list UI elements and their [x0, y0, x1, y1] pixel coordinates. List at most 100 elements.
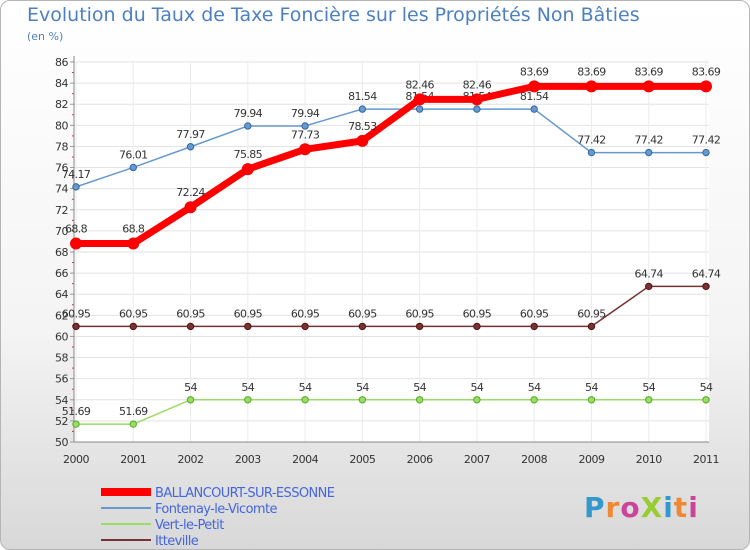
data-point	[72, 420, 80, 428]
y-tick-label: 76	[55, 162, 68, 175]
data-point	[129, 420, 137, 428]
data-label: 60.95	[291, 307, 320, 320]
data-label: 64.74	[692, 267, 721, 280]
data-point	[299, 143, 312, 156]
data-point	[301, 396, 309, 404]
y-tick-label: 82	[55, 98, 68, 111]
series-line	[76, 399, 706, 425]
data-label: 51.69	[62, 405, 91, 418]
data-point	[356, 134, 369, 147]
data-point	[301, 122, 309, 130]
data-point	[72, 322, 80, 331]
data-point	[415, 105, 424, 113]
data-point	[184, 201, 197, 214]
data-label: 77.42	[634, 134, 663, 147]
data-point	[244, 322, 252, 331]
data-label: 78.53	[348, 120, 377, 133]
data-point	[241, 163, 254, 176]
data-label: 77.73	[291, 128, 320, 141]
data-label: 82.46	[463, 78, 492, 91]
data-point	[702, 396, 710, 404]
data-label: 54	[413, 381, 426, 394]
data-label: 60.95	[119, 307, 148, 320]
data-point	[645, 148, 653, 157]
data-point	[645, 396, 653, 404]
y-tick-label: 60	[55, 330, 68, 343]
data-label: 54	[700, 381, 713, 394]
series-line	[76, 285, 706, 328]
data-point	[186, 322, 195, 331]
data-label: 68.8	[65, 223, 88, 236]
data-label: 54	[471, 381, 484, 394]
legend-label: Fontenay-le-Vicomte	[155, 502, 277, 517]
data-point	[127, 237, 140, 250]
data-label: 81.54	[348, 90, 377, 103]
x-tick-label: 2001	[120, 453, 146, 466]
y-tick-label: 70	[55, 225, 68, 238]
data-point	[530, 396, 538, 404]
data-point	[473, 105, 481, 113]
series-line	[75, 108, 706, 188]
x-tick-label: 2005	[349, 453, 375, 466]
data-point	[702, 148, 710, 157]
y-tick-label: 62	[55, 309, 68, 322]
data-label: 54	[184, 381, 197, 394]
data-label: 60.95	[176, 307, 205, 320]
data-point	[587, 396, 596, 404]
x-tick-label: 2004	[292, 453, 318, 466]
data-point	[244, 396, 252, 404]
data-label: 54	[356, 381, 369, 394]
data-point	[585, 80, 598, 93]
data-point	[587, 148, 596, 157]
x-tick-label: 2003	[235, 453, 261, 466]
data-label: 76.01	[119, 148, 148, 161]
data-point	[70, 237, 82, 250]
data-label: 83.69	[692, 65, 721, 78]
y-tick-label: 58	[55, 352, 68, 365]
legend-label: Itteville	[155, 534, 199, 549]
data-point	[702, 282, 710, 291]
data-point	[358, 396, 367, 404]
y-tick-label: 86	[55, 56, 68, 69]
y-tick-label: 56	[55, 373, 68, 386]
data-label: 54	[528, 381, 541, 394]
data-point	[186, 143, 195, 151]
data-point	[129, 163, 137, 172]
data-label: 54	[241, 381, 254, 394]
data-label: 79.94	[234, 107, 263, 120]
x-tick-label: 2011	[693, 453, 719, 466]
chart-title: Evolution du Taux de Taxe Foncière sur l…	[27, 4, 640, 26]
data-label: 60.95	[463, 307, 492, 320]
data-point	[301, 322, 309, 331]
x-tick-label: 2002	[178, 453, 204, 466]
data-label: 74.17	[62, 168, 91, 181]
data-point	[415, 322, 424, 331]
data-label: 60.95	[577, 307, 606, 320]
y-tick-label: 54	[55, 394, 68, 407]
x-tick-label: 2010	[636, 453, 662, 466]
y-tick-label: 84	[55, 77, 68, 90]
y-tick-label: 66	[55, 267, 68, 280]
data-label: 60.95	[405, 307, 434, 320]
data-point	[72, 183, 80, 191]
data-label: 68.8	[122, 223, 145, 236]
data-label: 79.94	[291, 107, 320, 120]
data-point	[530, 322, 538, 331]
data-label: 83.69	[520, 65, 549, 78]
data-label: 83.69	[634, 65, 663, 78]
data-point	[358, 105, 367, 113]
data-point	[530, 105, 538, 113]
data-label: 54	[642, 381, 655, 394]
data-point	[473, 322, 481, 331]
y-tick-label: 72	[55, 204, 68, 217]
data-label: 54	[585, 381, 598, 394]
y-tick-label: 74	[55, 183, 68, 196]
y-tick-label: 64	[55, 288, 68, 301]
data-label: 54	[299, 381, 312, 394]
x-tick-label: 2006	[407, 453, 433, 466]
series-line	[76, 82, 706, 248]
proxiti-logo: ProXiti	[584, 491, 699, 524]
chart-subtitle: (en %)	[27, 30, 64, 43]
